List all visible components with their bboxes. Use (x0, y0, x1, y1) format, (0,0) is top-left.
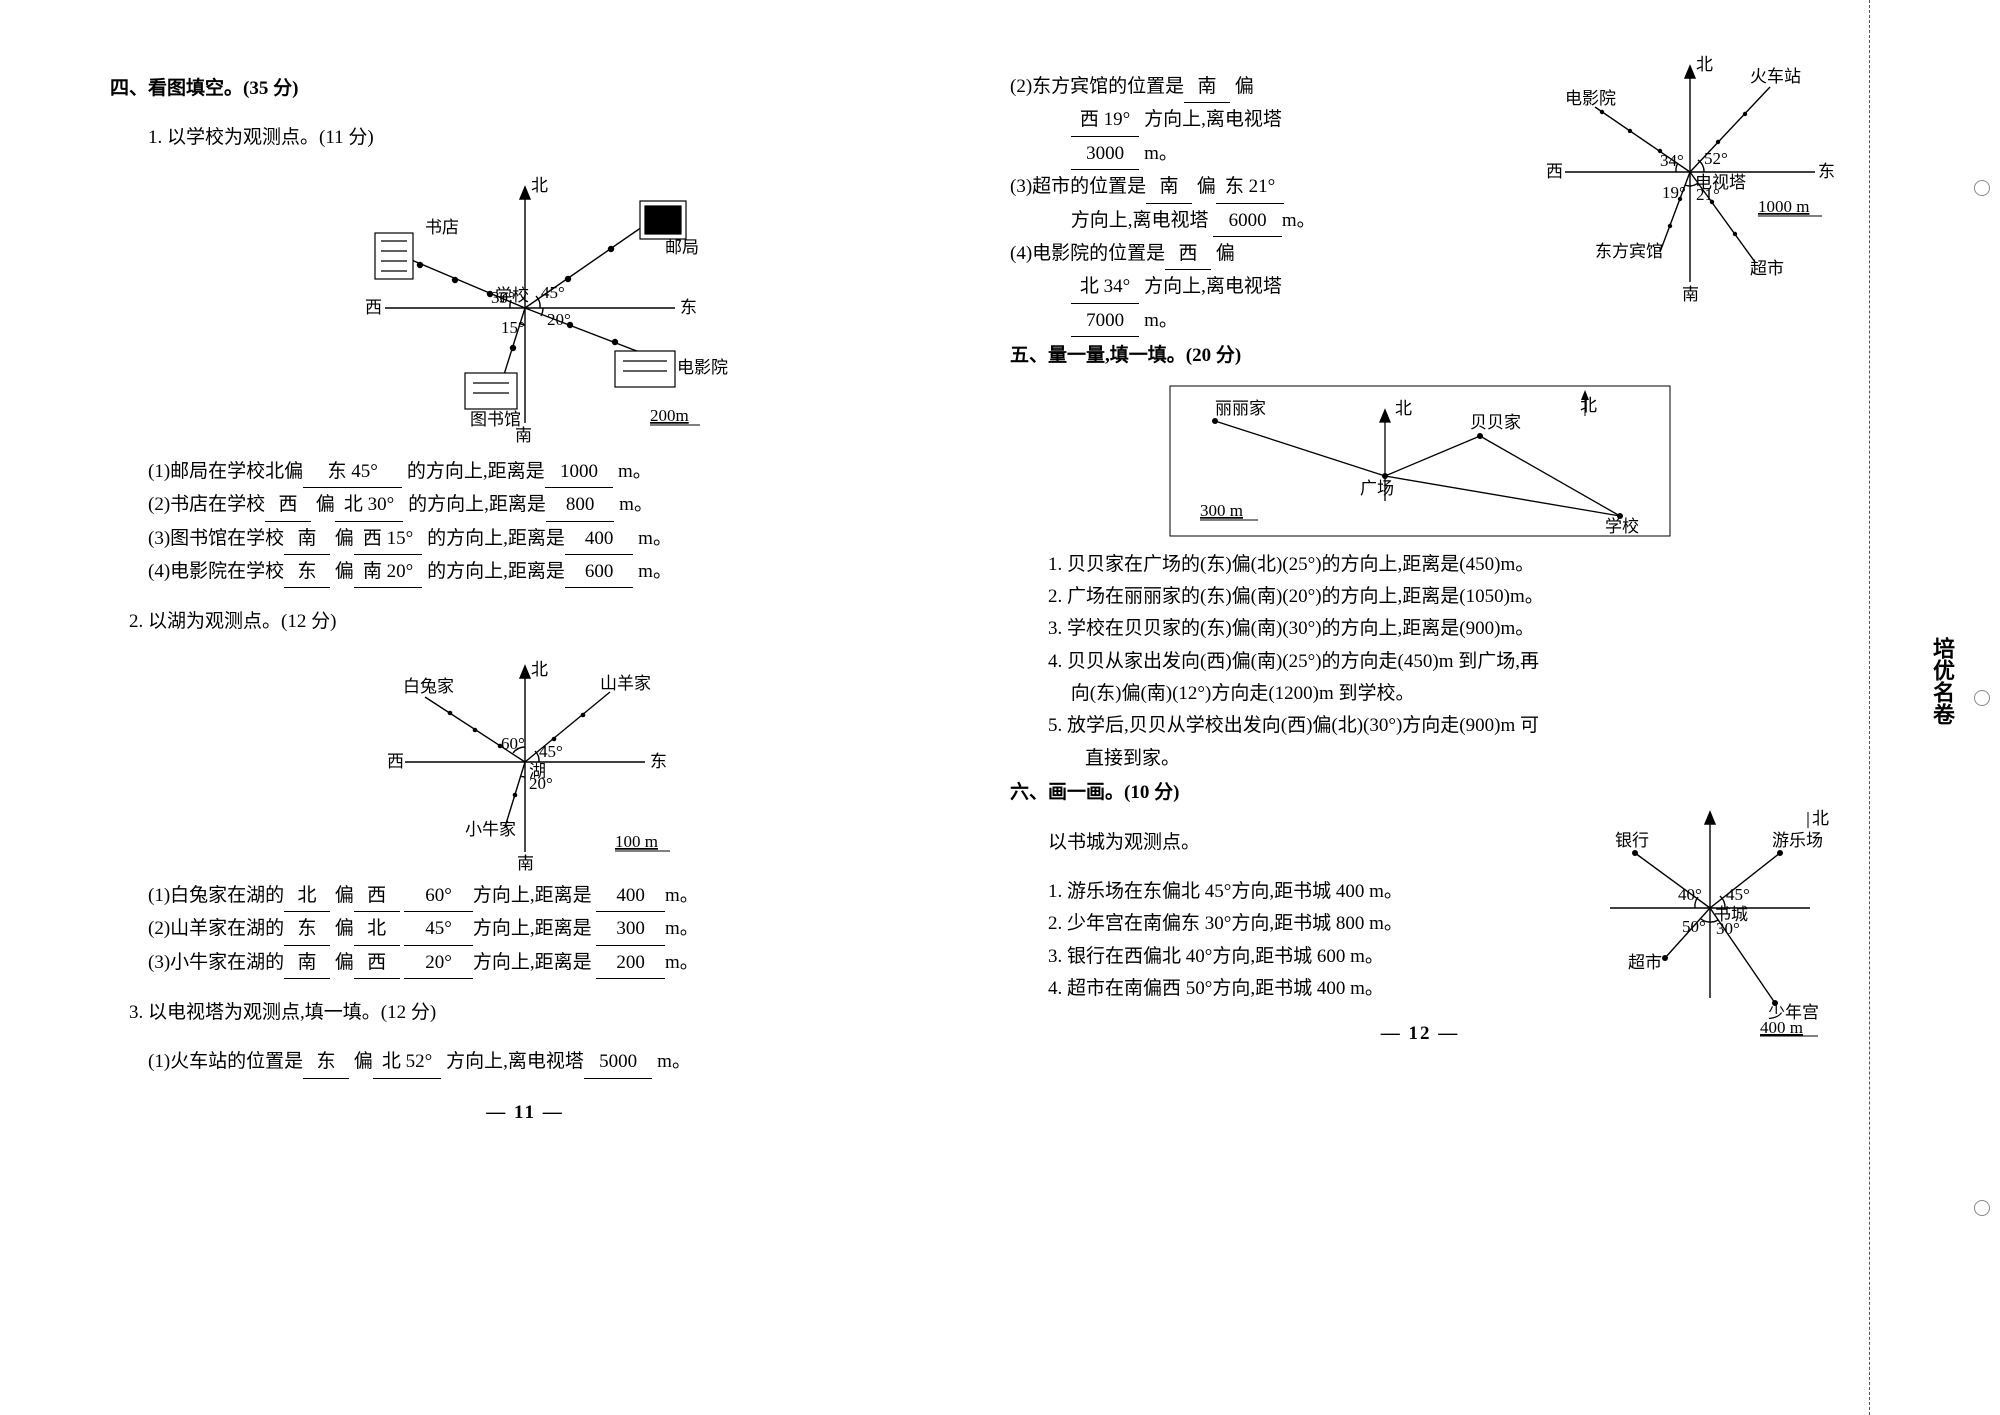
svg-text:游乐场: 游乐场 (1772, 831, 1823, 850)
svg-text:30°: 30° (491, 288, 515, 307)
side-brand: 培优名卷 (1925, 637, 1960, 725)
q1-answers: (1)邮局在学校北偏东 45° 的方向上,距离是1000 m。 (2)书店在学校… (148, 457, 940, 589)
sec6-wrap: 以书城为观测点。 1. 游乐场在东偏北 45°方向,距书城 400 m。 2. … (1010, 828, 1830, 1005)
s5-l3: 3. 学校在贝贝家的(东)偏(南)(30°)的方向上,距离是(900)m。 (1048, 614, 1830, 644)
svg-text:银行: 银行 (1615, 831, 1649, 850)
sec5-title: 五、量一量,填一填。(20 分) (1010, 341, 1830, 371)
q2-diagram: 北 南 东 西 湖 白兔家 山羊家 小牛家 60° 45° 20° 100 m (110, 657, 940, 877)
svg-text:20°: 20° (547, 310, 571, 329)
svg-text:21°: 21° (1696, 185, 1720, 204)
svg-text:白兔家: 白兔家 (403, 677, 454, 696)
s5-l5b: 直接到家。 (1071, 744, 1830, 774)
svg-text:邮局: 邮局 (665, 238, 699, 257)
svg-text:东方宾馆: 东方宾馆 (1595, 242, 1663, 261)
s5-l4: 4. 贝贝从家出发向(西)偏(南)(25°)的方向走(450)m 到广场,再 (1048, 647, 1830, 677)
svg-text:广场: 广场 (1360, 479, 1394, 498)
svg-text:西: 西 (1546, 162, 1563, 181)
q3-cont: (2)东方宾馆的位置是南 偏 西 19° 方向上,离电视塔 3000 m。 (3… (1010, 72, 1830, 337)
q2-title: 2. 以湖为观测点。(12 分) (129, 607, 940, 637)
side-gutter: 培优名卷 (1869, 0, 2000, 1415)
svg-text:100 m: 100 m (615, 832, 658, 851)
s6-l4: 4. 超市在南偏西 50°方向,距书城 400 m。 (1048, 974, 1560, 1004)
svg-text:50°: 50° (1682, 917, 1706, 936)
svg-text:南: 南 (517, 854, 534, 873)
q1-diagram: 北 南 东 西 学校 邮局 书店 图书馆 电影院 45° 30° 20° 15°… (110, 173, 940, 453)
sec5-diagram: 丽丽家 贝贝家 广场 学校 北 北 300 m (1010, 376, 1830, 546)
page: 四、看图填空。(35 分) 1. 以学校为观测点。(11 分) (0, 0, 2000, 1415)
svg-text:学校: 学校 (1605, 517, 1639, 536)
svg-text:15°: 15° (501, 318, 525, 337)
svg-text:东: 东 (680, 298, 697, 317)
svg-text:45°: 45° (541, 283, 565, 302)
s6-l1: 1. 游乐场在东偏北 45°方向,距书城 400 m。 (1048, 877, 1560, 907)
svg-text:40°: 40° (1678, 885, 1702, 904)
svg-text:西: 西 (365, 298, 382, 317)
svg-text:北: 北 (531, 176, 548, 195)
s6-l3: 3. 银行在西偏北 40°方向,距书城 600 m。 (1048, 942, 1560, 972)
svg-text:45°: 45° (539, 742, 563, 761)
svg-text:电影院: 电影院 (1565, 89, 1616, 108)
svg-text:52°: 52° (1704, 149, 1728, 168)
svg-text:丽丽家: 丽丽家 (1215, 399, 1266, 418)
left-column: 四、看图填空。(35 分) 1. 以学校为观测点。(11 分) (110, 70, 970, 1375)
svg-text:34°: 34° (1660, 151, 1684, 170)
svg-text:300 m: 300 m (1200, 501, 1243, 520)
sec5-answers: 1. 贝贝家在广场的(东)偏(北)(25°)的方向上,距离是(450)m。 2.… (1048, 550, 1830, 775)
sec4-title: 四、看图填空。(35 分) (110, 74, 940, 104)
svg-text:电影院: 电影院 (677, 358, 728, 377)
s5-l5: 5. 放学后,贝贝从学校出发向(西)偏(北)(30°)方向走(900)m 可 (1048, 711, 1830, 741)
s5-l2: 2. 广场在丽丽家的(东)偏(南)(20°)的方向上,距离是(1050)m。 (1048, 582, 1830, 612)
svg-text:20°: 20° (529, 774, 553, 793)
svg-text:1000 m: 1000 m (1758, 197, 1809, 216)
svg-text:山羊家: 山羊家 (600, 674, 651, 693)
svg-text:贝贝家: 贝贝家 (1470, 413, 1521, 432)
page-number-11: — 11 — (110, 1098, 940, 1128)
s6-l2: 2. 少年宫在南偏东 30°方向,距书城 800 m。 (1048, 909, 1560, 939)
svg-text:东: 东 (1818, 162, 1835, 181)
q3-l1: (1)火车站的位置是东 偏北 52° 方向上,离电视塔5000 m。 (148, 1047, 940, 1078)
svg-text:北: 北 (1696, 55, 1713, 74)
svg-text:北: 北 (1395, 399, 1412, 418)
svg-text:200m: 200m (650, 406, 689, 425)
svg-text:西: 西 (387, 752, 404, 771)
q3-title: 3. 以电视塔为观测点,填一填。(12 分) (129, 998, 940, 1028)
q1-title: 1. 以学校为观测点。(11 分) (148, 123, 940, 153)
svg-text:北: 北 (531, 660, 548, 679)
svg-text:超市: 超市 (1750, 259, 1784, 278)
svg-text:图书馆: 图书馆 (470, 410, 521, 429)
svg-text:南: 南 (1682, 285, 1699, 304)
svg-text:30°: 30° (1716, 919, 1740, 938)
sec6-sub: 以书城为观测点。 (1048, 828, 1560, 858)
q3-diagram: 北 南 东 西 电视塔 电影院 火车站 东方宾馆 超市 52° 34° 19° … (1540, 52, 1840, 322)
q2-answers: (1)白兔家在湖的北 偏西 60°方向上,距离是 400m。 (2)山羊家在湖的… (148, 881, 940, 979)
s5-l4b: 向(东)偏(南)(12°)方向走(1200)m 到学校。 (1071, 679, 1830, 709)
svg-text:北: 北 (1812, 809, 1829, 828)
svg-text:火车站: 火车站 (1750, 67, 1801, 86)
svg-text:小牛家: 小牛家 (465, 820, 516, 839)
svg-text:书店: 书店 (425, 218, 459, 237)
svg-text:60°: 60° (501, 734, 525, 753)
svg-text:400 m: 400 m (1760, 1018, 1803, 1037)
svg-text:45°: 45° (1726, 885, 1750, 904)
svg-text:超市: 超市 (1628, 953, 1662, 972)
sec6-diagram: 北 书城 银行 游乐场 超市 少年宫 45° 40° 30° 50° 400 m (1580, 798, 1840, 1048)
right-column: (2)东方宾馆的位置是南 偏 西 19° 方向上,离电视塔 3000 m。 (3… (970, 70, 1830, 1375)
svg-text:东: 东 (650, 752, 667, 771)
svg-text:19°: 19° (1662, 183, 1686, 202)
s5-l1: 1. 贝贝家在广场的(东)偏(北)(25°)的方向上,距离是(450)m。 (1048, 550, 1830, 580)
